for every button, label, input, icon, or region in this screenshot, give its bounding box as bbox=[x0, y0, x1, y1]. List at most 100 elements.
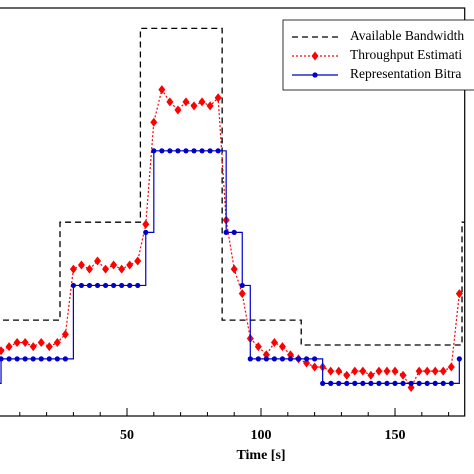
marker bbox=[399, 370, 407, 380]
marker bbox=[135, 282, 141, 289]
marker bbox=[5, 342, 13, 352]
marker bbox=[448, 380, 454, 386]
marker bbox=[119, 282, 125, 289]
marker bbox=[247, 356, 253, 362]
marker bbox=[166, 97, 174, 107]
marker bbox=[134, 256, 142, 266]
marker bbox=[447, 362, 455, 372]
marker bbox=[69, 264, 77, 274]
marker bbox=[312, 356, 318, 362]
marker bbox=[415, 366, 423, 376]
marker bbox=[127, 282, 133, 289]
marker bbox=[328, 380, 334, 386]
marker bbox=[94, 256, 102, 266]
marker bbox=[270, 338, 278, 348]
legend-marker bbox=[311, 51, 319, 61]
marker bbox=[400, 380, 406, 386]
marker bbox=[392, 380, 398, 386]
marker bbox=[311, 362, 319, 372]
legend-label: Representation Bitra bbox=[350, 66, 461, 81]
marker bbox=[198, 97, 206, 107]
marker bbox=[254, 342, 262, 352]
marker bbox=[359, 366, 367, 376]
marker bbox=[391, 366, 399, 376]
marker bbox=[110, 260, 118, 270]
marker bbox=[424, 380, 430, 386]
marker bbox=[6, 356, 12, 362]
marker bbox=[431, 366, 439, 376]
marker bbox=[215, 148, 221, 154]
marker bbox=[352, 380, 358, 386]
marker bbox=[182, 97, 190, 107]
marker bbox=[375, 366, 383, 376]
marker bbox=[151, 148, 157, 154]
marker bbox=[37, 338, 45, 348]
plot-frame bbox=[0, 7, 466, 417]
marker bbox=[423, 366, 431, 376]
marker bbox=[255, 356, 261, 362]
marker bbox=[150, 117, 158, 127]
marker bbox=[455, 289, 463, 299]
marker bbox=[230, 264, 238, 274]
marker bbox=[174, 105, 182, 115]
marker bbox=[238, 289, 246, 299]
marker bbox=[29, 342, 37, 352]
marker bbox=[367, 370, 375, 380]
marker bbox=[14, 356, 20, 362]
marker bbox=[143, 229, 149, 235]
marker bbox=[335, 366, 343, 376]
marker bbox=[432, 380, 438, 386]
marker bbox=[287, 356, 294, 362]
marker bbox=[126, 260, 134, 270]
marker bbox=[0, 356, 4, 362]
marker bbox=[159, 148, 165, 154]
legend-label: Available Bandwidth bbox=[350, 28, 464, 43]
marker bbox=[336, 380, 342, 386]
marker bbox=[456, 356, 462, 362]
marker bbox=[223, 229, 229, 235]
marker bbox=[231, 229, 237, 235]
marker bbox=[183, 148, 189, 154]
marker bbox=[30, 356, 36, 362]
series-line bbox=[0, 88, 460, 389]
marker bbox=[61, 329, 69, 339]
marker bbox=[320, 380, 326, 386]
marker bbox=[111, 282, 117, 289]
marker bbox=[158, 85, 166, 95]
marker bbox=[13, 338, 21, 348]
marker bbox=[416, 380, 422, 386]
marker bbox=[206, 101, 214, 111]
marker bbox=[118, 264, 126, 274]
x-axis-label: Time [s] bbox=[236, 448, 285, 463]
marker bbox=[239, 282, 245, 289]
marker bbox=[440, 380, 446, 386]
marker bbox=[142, 219, 150, 229]
marker bbox=[0, 346, 5, 356]
marker bbox=[102, 264, 110, 274]
marker bbox=[303, 356, 310, 362]
marker bbox=[376, 380, 382, 386]
marker bbox=[167, 148, 173, 154]
marker bbox=[271, 356, 278, 362]
marker bbox=[77, 260, 85, 270]
marker bbox=[295, 356, 302, 362]
marker bbox=[94, 282, 101, 289]
marker bbox=[21, 338, 29, 348]
legend-label: Throughput Estimati bbox=[350, 47, 462, 62]
marker bbox=[214, 93, 222, 103]
marker bbox=[199, 148, 205, 154]
marker bbox=[191, 148, 197, 154]
marker bbox=[344, 380, 350, 386]
x-tick-label: 50 bbox=[120, 428, 134, 443]
series-line bbox=[0, 150, 460, 384]
marker bbox=[70, 282, 77, 289]
marker bbox=[45, 342, 53, 352]
marker bbox=[278, 342, 286, 352]
marker bbox=[46, 356, 52, 362]
marker bbox=[102, 282, 109, 289]
marker bbox=[85, 264, 93, 274]
marker bbox=[368, 380, 374, 386]
marker bbox=[175, 148, 181, 154]
x-tick-label: 150 bbox=[385, 428, 406, 443]
